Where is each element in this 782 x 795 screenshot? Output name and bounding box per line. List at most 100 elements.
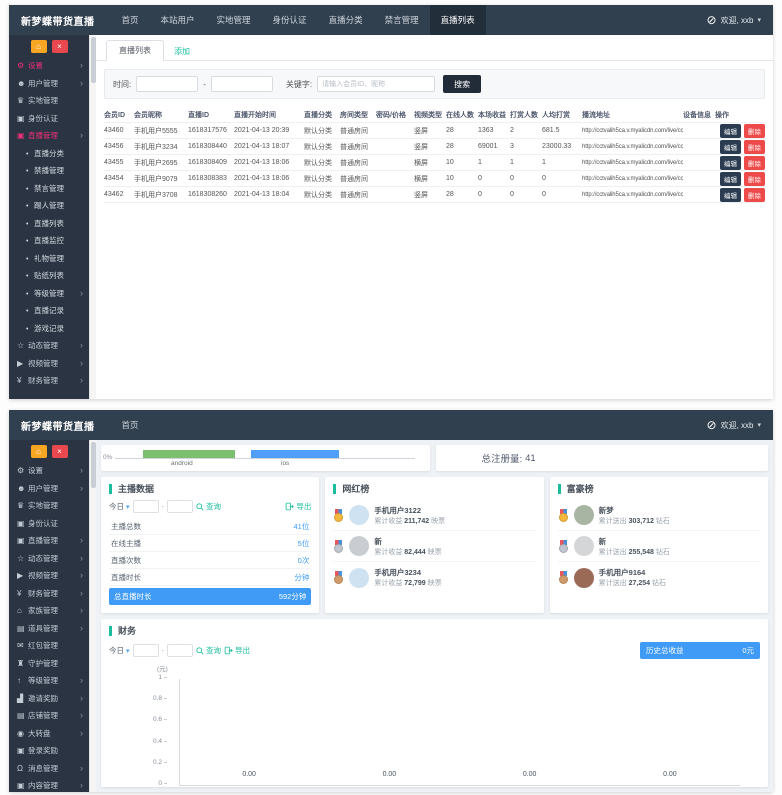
- sidebar-item[interactable]: 登录奖励: [9, 742, 89, 760]
- sidebar-item[interactable]: 等级管理: [9, 285, 89, 303]
- sidebar-item[interactable]: 用户管理: [9, 75, 89, 93]
- sidebar-item[interactable]: 贴纸列表: [9, 267, 89, 285]
- sidebar-item-icon: [26, 254, 34, 263]
- nav-item[interactable]: 实地管理: [216, 15, 251, 25]
- sidebar-item[interactable]: 邀请奖励: [9, 690, 89, 708]
- nav-item[interactable]: 禁言管理: [384, 15, 419, 25]
- sidebar-item[interactable]: 道具管理: [9, 620, 89, 638]
- range-select[interactable]: 今日 ▾: [109, 501, 130, 512]
- scrollbar[interactable]: [89, 440, 96, 792]
- time-end-input[interactable]: [210, 76, 273, 92]
- table-cell: [376, 145, 414, 149]
- sidebar-item-icon: [17, 554, 28, 563]
- query-link[interactable]: 查询: [196, 645, 221, 656]
- sidebar-item[interactable]: 红包管理: [9, 637, 89, 655]
- sidebar-item[interactable]: 店铺管理: [9, 707, 89, 725]
- edit-button[interactable]: 编辑: [720, 171, 741, 186]
- sidebar-item[interactable]: 实地管理: [9, 92, 89, 110]
- date-end-input[interactable]: [167, 644, 194, 657]
- nav-item[interactable]: 直播分类: [328, 15, 363, 25]
- delete-button[interactable]: 删除: [744, 187, 765, 202]
- sidebar-item[interactable]: 用户管理: [9, 480, 89, 498]
- sidebar-item[interactable]: 身份认证: [9, 110, 89, 128]
- sidebar-item[interactable]: 家族管理: [9, 602, 89, 620]
- chevron-right-icon: [80, 466, 83, 475]
- sidebar-item[interactable]: 身份认证: [9, 515, 89, 533]
- scrollbar-thumb[interactable]: [91, 37, 96, 83]
- sidebar-item[interactable]: 直播列表: [9, 215, 89, 233]
- table-cell: 28: [446, 143, 454, 150]
- sidebar-item[interactable]: 守护管理: [9, 655, 89, 673]
- query-link[interactable]: 查询: [196, 501, 221, 512]
- home-button[interactable]: ⌂: [30, 445, 47, 458]
- scrollbar-thumb[interactable]: [91, 442, 96, 488]
- sidebar-item[interactable]: 实地管理: [9, 497, 89, 515]
- table-cell: [683, 177, 715, 181]
- sidebar-item[interactable]: 设置: [9, 57, 89, 75]
- close-button[interactable]: ×: [51, 445, 68, 458]
- nav-item[interactable]: 直播列表: [429, 5, 486, 35]
- home-button[interactable]: ⌂: [30, 40, 47, 53]
- sidebar-item[interactable]: 禁言管理: [9, 180, 89, 198]
- sidebar-item[interactable]: 视频管理: [9, 567, 89, 585]
- table-cell: 10: [446, 159, 454, 166]
- date-end-input[interactable]: [167, 500, 194, 513]
- export-link[interactable]: 导出: [285, 501, 311, 512]
- sidebar-item[interactable]: 直播管理: [9, 127, 89, 145]
- sidebar-item[interactable]: 财务管理: [9, 585, 89, 603]
- edit-button[interactable]: 编辑: [720, 187, 741, 202]
- account-menu[interactable]: ⊘ 欢迎, xxb ▾: [707, 419, 773, 431]
- sidebar-item[interactable]: 动态管理: [9, 550, 89, 568]
- sidebar-item[interactable]: 大转盘: [9, 725, 89, 743]
- sidebar-item[interactable]: 等级管理: [9, 672, 89, 690]
- sidebar-item[interactable]: 礼物管理: [9, 250, 89, 268]
- sidebar-item[interactable]: 踢人管理: [9, 197, 89, 215]
- sidebar-item[interactable]: 动态管理: [9, 337, 89, 355]
- keyword-input[interactable]: [317, 76, 436, 92]
- sidebar-item[interactable]: 财务管理: [9, 372, 89, 390]
- account-menu[interactable]: ⊘ 欢迎, xxb ▾: [707, 14, 773, 26]
- platform-chart-card: 0% android ios: [101, 445, 431, 471]
- metric-unit: 映票: [427, 548, 442, 556]
- table-cell: 普通房间: [340, 191, 368, 199]
- range-value: 今日: [109, 646, 124, 655]
- close-button[interactable]: ×: [51, 40, 68, 53]
- date-start-input[interactable]: [132, 500, 159, 513]
- export-link[interactable]: 导出: [224, 645, 250, 656]
- delete-button[interactable]: 删除: [744, 139, 765, 154]
- tab[interactable]: 添加: [174, 47, 190, 56]
- sidebar-item[interactable]: 内容管理: [9, 777, 89, 792]
- nav-item[interactable]: 本站用户: [160, 15, 195, 25]
- delete-button[interactable]: 删除: [744, 155, 765, 170]
- sidebar-item-icon: [17, 641, 28, 650]
- time-start-input[interactable]: [136, 76, 199, 92]
- sidebar-item[interactable]: 直播记录: [9, 302, 89, 320]
- sidebar-item-label: 动态管理: [28, 553, 58, 563]
- sidebar-item[interactable]: 禁播管理: [9, 162, 89, 180]
- user-name: 新梦: [598, 505, 614, 515]
- sidebar-item[interactable]: 直播分类: [9, 145, 89, 163]
- nav-item[interactable]: 首页: [121, 420, 139, 430]
- delete-button[interactable]: 删除: [744, 171, 765, 186]
- scrollbar[interactable]: [89, 35, 96, 399]
- delete-button[interactable]: 删除: [744, 123, 765, 138]
- date-start-input[interactable]: [132, 644, 159, 657]
- edit-button[interactable]: 编辑: [720, 139, 741, 154]
- sidebar-item[interactable]: 游戏记录: [9, 320, 89, 338]
- search-button[interactable]: 搜索: [443, 75, 482, 93]
- y-axis-tick: 0.4: [153, 738, 167, 745]
- nav-item[interactable]: 首页: [121, 15, 139, 25]
- range-select[interactable]: 今日 ▾: [109, 645, 130, 656]
- metric-label: 累计送出: [598, 548, 627, 556]
- sidebar-item[interactable]: 直播监控: [9, 232, 89, 250]
- nav-item[interactable]: 身份认证: [272, 15, 307, 25]
- tab[interactable]: 直播列表: [106, 40, 164, 61]
- sidebar-item[interactable]: 直播管理: [9, 532, 89, 550]
- edit-button[interactable]: 编辑: [720, 123, 741, 138]
- edit-button[interactable]: 编辑: [720, 155, 741, 170]
- screenshot-dashboard: 新梦蝶带货直播 首页 ⊘ 欢迎, xxb ▾ ⌂ × 设置: [9, 410, 773, 792]
- sidebar-item[interactable]: 设置: [9, 462, 89, 480]
- table-cell: http://cctvalih5ca.v.myalicdn.com/live/c…: [582, 191, 683, 198]
- sidebar-item[interactable]: 视频管理: [9, 355, 89, 373]
- sidebar-item[interactable]: 消息管理: [9, 760, 89, 778]
